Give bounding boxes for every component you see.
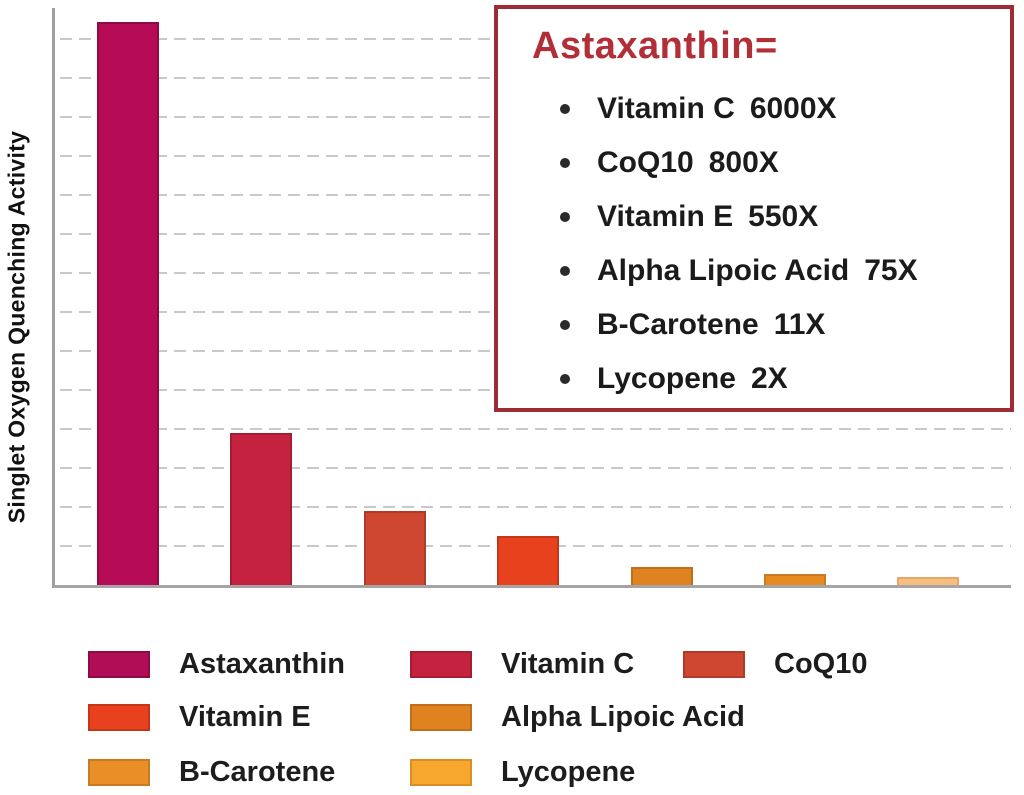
gridline	[60, 506, 1011, 508]
legend-label: Alpha Lipoic Acid	[501, 701, 745, 733]
legend-item-astaxanthin: Astaxanthin	[88, 649, 345, 679]
bar-vitamin-e	[497, 536, 559, 585]
bullet-icon	[560, 320, 570, 330]
bullet-icon	[560, 104, 570, 114]
bar-coq10	[364, 511, 426, 585]
legend-label: Lycopene	[501, 756, 636, 788]
legend-item-vitamin-e: Vitamin E	[88, 702, 311, 732]
plot-area	[52, 8, 1011, 588]
annotation-box: Astaxanthin= Vitamin C 6000X CoQ10 800X Vita…	[494, 5, 1014, 412]
legend-item-lycopene: Lycopene	[410, 757, 635, 787]
bullet-icon	[560, 212, 570, 222]
annotation-item-name: CoQ10	[597, 146, 694, 179]
annotation-item-lycopene: Lycopene 2X	[560, 352, 1010, 406]
legend-row: Vitamin E Alpha Lipoic Acid	[88, 702, 1008, 732]
annotation-item-multiplier: 800X	[708, 146, 779, 179]
legend-item-b-carotene: B-Carotene	[88, 757, 335, 787]
bar-lycopene	[897, 577, 959, 585]
annotation-item-multiplier: 2X	[750, 362, 788, 395]
legend-swatch-lycopene	[410, 758, 472, 786]
bar-astaxanthin	[97, 22, 159, 585]
bullet-icon	[560, 374, 570, 384]
annotation-item-coq10: CoQ10 800X	[560, 136, 1010, 190]
legend-label: Astaxanthin	[179, 648, 345, 680]
annotation-item-name: Lycopene	[597, 362, 736, 395]
legend-label: CoQ10	[774, 648, 868, 680]
legend-swatch-alpha-lipoic-acid	[410, 703, 472, 731]
annotation-item-multiplier: 6000X	[749, 92, 837, 125]
legend-label: B-Carotene	[179, 756, 336, 788]
legend-swatch-astaxanthin	[88, 650, 150, 678]
annotation-item-vitamin-c: Vitamin C 6000X	[560, 82, 1010, 136]
legend-swatch-vitamin-e	[88, 703, 150, 731]
annotation-item-multiplier: 550X	[748, 200, 819, 233]
annotation-list: Vitamin C 6000X CoQ10 800X Vitamin E 550X Alph…	[498, 82, 1010, 406]
legend-label: Vitamin C	[501, 648, 635, 680]
annotation-item-name: Vitamin E	[597, 200, 734, 233]
annotation-item-vitamin-e: Vitamin E 550X	[560, 190, 1010, 244]
gridline	[60, 467, 1011, 469]
bar-alpha-lipoic-acid	[631, 567, 693, 585]
annotation-item-name: B-Carotene	[597, 308, 759, 341]
annotation-item-name: Vitamin C	[597, 92, 735, 125]
legend-swatch-coq10	[683, 650, 745, 678]
annotation-item-name: Alpha Lipoic Acid	[597, 254, 850, 287]
bullet-icon	[560, 266, 570, 276]
annotation-item-multiplier: 11X	[773, 308, 826, 341]
legend-item-vitamin-c: Vitamin C	[410, 649, 634, 679]
annotation-item-multiplier: 75X	[864, 254, 918, 287]
legend-item-coq10: CoQ10	[683, 649, 867, 679]
annotation-item-alpha-lipoic-acid: Alpha Lipoic Acid 75X	[560, 244, 1010, 298]
y-axis-title: Singlet Oxygen Quenching Activity	[3, 130, 30, 524]
annotation-item-b-carotene: B-Carotene 11X	[560, 298, 1010, 352]
legend-label: Vitamin E	[179, 701, 311, 733]
annotation-title: Astaxanthin=	[532, 25, 778, 67]
legend-row: B-Carotene Lycopene	[88, 757, 1008, 787]
legend-item-alpha-lipoic-acid: Alpha Lipoic Acid	[410, 702, 745, 732]
bar-b-carotene	[764, 574, 826, 585]
gridline	[60, 428, 1011, 430]
legend-swatch-b-carotene	[88, 758, 150, 786]
bullet-icon	[560, 158, 570, 168]
bar-vitamin-c	[230, 433, 292, 585]
legend-swatch-vitamin-c	[410, 650, 472, 678]
legend-row: Astaxanthin Vitamin C CoQ10	[88, 649, 1008, 679]
